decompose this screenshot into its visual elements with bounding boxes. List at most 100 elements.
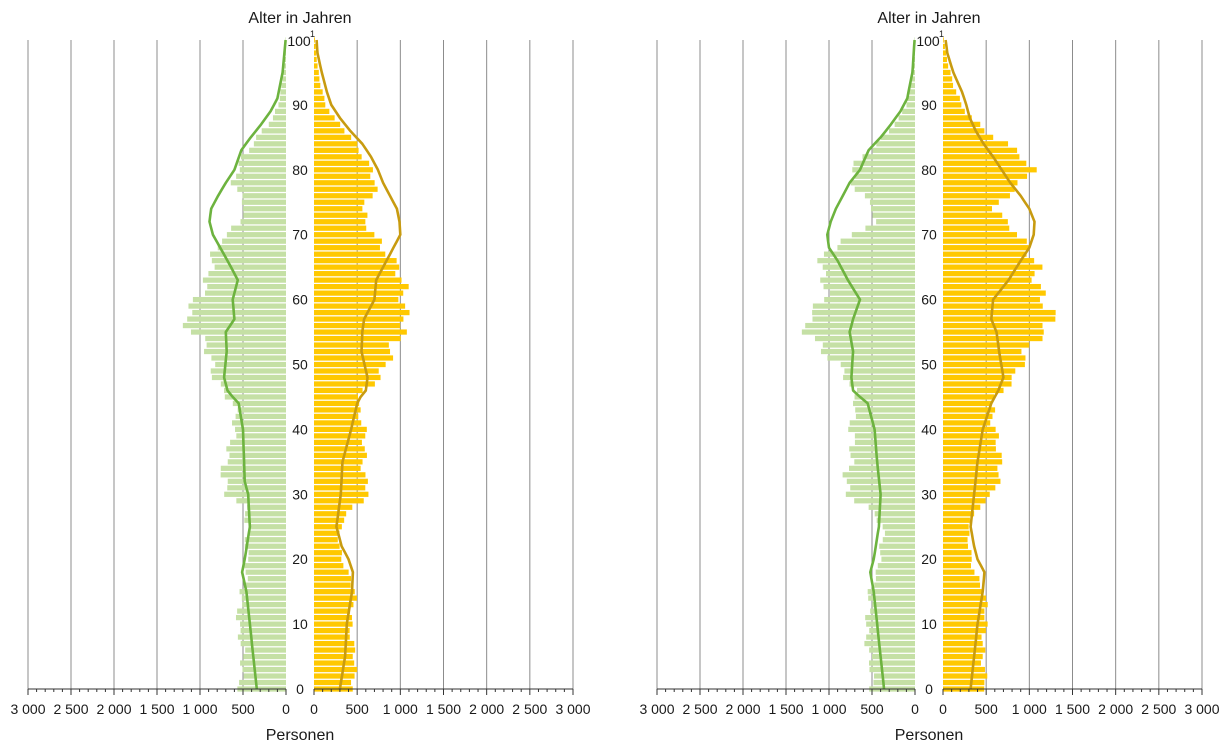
female-bar bbox=[943, 277, 1032, 283]
female-bar bbox=[943, 245, 1029, 251]
female-bar bbox=[314, 303, 406, 309]
female-bar bbox=[943, 154, 1020, 160]
female-bar bbox=[943, 465, 998, 471]
female-bar bbox=[943, 309, 1056, 316]
female-bar bbox=[314, 524, 342, 530]
female-bar bbox=[943, 37, 944, 43]
male-bar bbox=[207, 284, 286, 290]
female-bar bbox=[943, 296, 1040, 303]
male-bar bbox=[880, 550, 915, 556]
male-bar bbox=[840, 361, 915, 368]
female-bar bbox=[314, 530, 340, 536]
male-bar bbox=[242, 193, 286, 199]
female-bar bbox=[943, 439, 996, 445]
female-bar bbox=[943, 556, 972, 562]
male-bar bbox=[217, 245, 286, 251]
female-bar bbox=[943, 374, 1012, 381]
x-tick-label: 2 000 bbox=[725, 701, 760, 717]
male-bar bbox=[240, 627, 286, 634]
female-bar bbox=[314, 102, 326, 108]
female-bar bbox=[314, 666, 358, 673]
y-tick-label: 0 bbox=[296, 681, 304, 697]
male-bar bbox=[879, 543, 915, 549]
y-tick-label: 60 bbox=[921, 292, 937, 308]
male-bar bbox=[243, 206, 286, 212]
tick-labels: 3 000 2 500 2 000 1 500 1 000 500 0 0 500 1 000 1 … bbox=[639, 29, 1219, 717]
male-bar bbox=[849, 465, 915, 471]
y-tick-label: 80 bbox=[921, 162, 937, 178]
female-bar bbox=[314, 420, 362, 426]
male-bar bbox=[237, 608, 286, 614]
x-tick-label: 2 000 bbox=[469, 701, 504, 717]
male-bar bbox=[868, 595, 915, 601]
male-bar bbox=[248, 556, 286, 562]
female-bar bbox=[943, 284, 1041, 290]
male-bar bbox=[229, 452, 286, 458]
male-bar bbox=[884, 530, 915, 536]
female-bar bbox=[314, 225, 367, 231]
male-bar bbox=[882, 537, 915, 543]
male-bar bbox=[854, 498, 915, 504]
male-bar bbox=[243, 673, 286, 679]
female-bar bbox=[314, 569, 349, 575]
female-bars bbox=[314, 37, 410, 692]
male-bar bbox=[872, 147, 915, 153]
female-bar bbox=[314, 258, 397, 264]
female-bar bbox=[943, 56, 947, 63]
male-bar bbox=[912, 69, 915, 76]
female-bar bbox=[314, 446, 365, 452]
female-bar bbox=[314, 465, 361, 471]
female-bar bbox=[314, 582, 351, 588]
male-bar bbox=[871, 653, 915, 660]
female-bar bbox=[943, 478, 1001, 484]
female-bar bbox=[943, 400, 992, 407]
female-bar bbox=[943, 115, 972, 121]
male-bar bbox=[865, 225, 915, 231]
male-bar bbox=[814, 335, 915, 342]
male-bar bbox=[192, 296, 286, 303]
male-bar bbox=[187, 316, 286, 322]
male-bar bbox=[226, 232, 286, 238]
male-bar bbox=[238, 160, 286, 166]
female-bar bbox=[943, 102, 962, 108]
male-bar bbox=[853, 400, 915, 407]
female-comparison-line bbox=[315, 39, 402, 690]
male-bar bbox=[261, 128, 286, 134]
female-bar bbox=[314, 381, 375, 387]
female-bar bbox=[314, 413, 359, 420]
male-bar bbox=[220, 472, 286, 478]
pyramid-chart-1: 3 000 2 500 2 000 1 500 1 000 500 0 0 500 1 000 1 … bbox=[10, 10, 590, 744]
male-bar bbox=[872, 212, 915, 218]
male-bar bbox=[230, 180, 286, 186]
male-bar bbox=[222, 238, 286, 244]
female-bar bbox=[314, 673, 355, 679]
male-bars bbox=[801, 37, 915, 692]
male-bar bbox=[274, 108, 286, 115]
female-bar bbox=[943, 348, 1022, 355]
male-bar bbox=[247, 576, 286, 582]
female-bar bbox=[314, 316, 404, 322]
female-bar bbox=[314, 108, 330, 115]
male-bar bbox=[882, 524, 915, 530]
y-axis-title: Alter in Jahren bbox=[877, 10, 980, 27]
female-bar bbox=[943, 640, 983, 647]
female-bar bbox=[943, 394, 995, 400]
female-bar bbox=[314, 550, 342, 556]
male-bar bbox=[280, 89, 286, 95]
male-bar bbox=[279, 95, 286, 102]
female-bar bbox=[314, 563, 344, 569]
x-tick-label: 2 000 bbox=[1098, 701, 1133, 717]
female-bar bbox=[943, 498, 986, 504]
female-bar bbox=[314, 537, 338, 543]
male-bar bbox=[240, 219, 286, 225]
x-axis-title: Personen bbox=[266, 727, 335, 744]
male-bar bbox=[226, 446, 286, 452]
male-bar bbox=[232, 420, 286, 426]
female-bar bbox=[943, 121, 981, 127]
x-tick-label: 0 bbox=[310, 701, 318, 717]
female-bar bbox=[943, 89, 957, 95]
male-bar bbox=[205, 335, 286, 342]
male-bar bbox=[248, 530, 286, 536]
male-bar bbox=[869, 199, 915, 205]
male-bar bbox=[211, 355, 286, 361]
